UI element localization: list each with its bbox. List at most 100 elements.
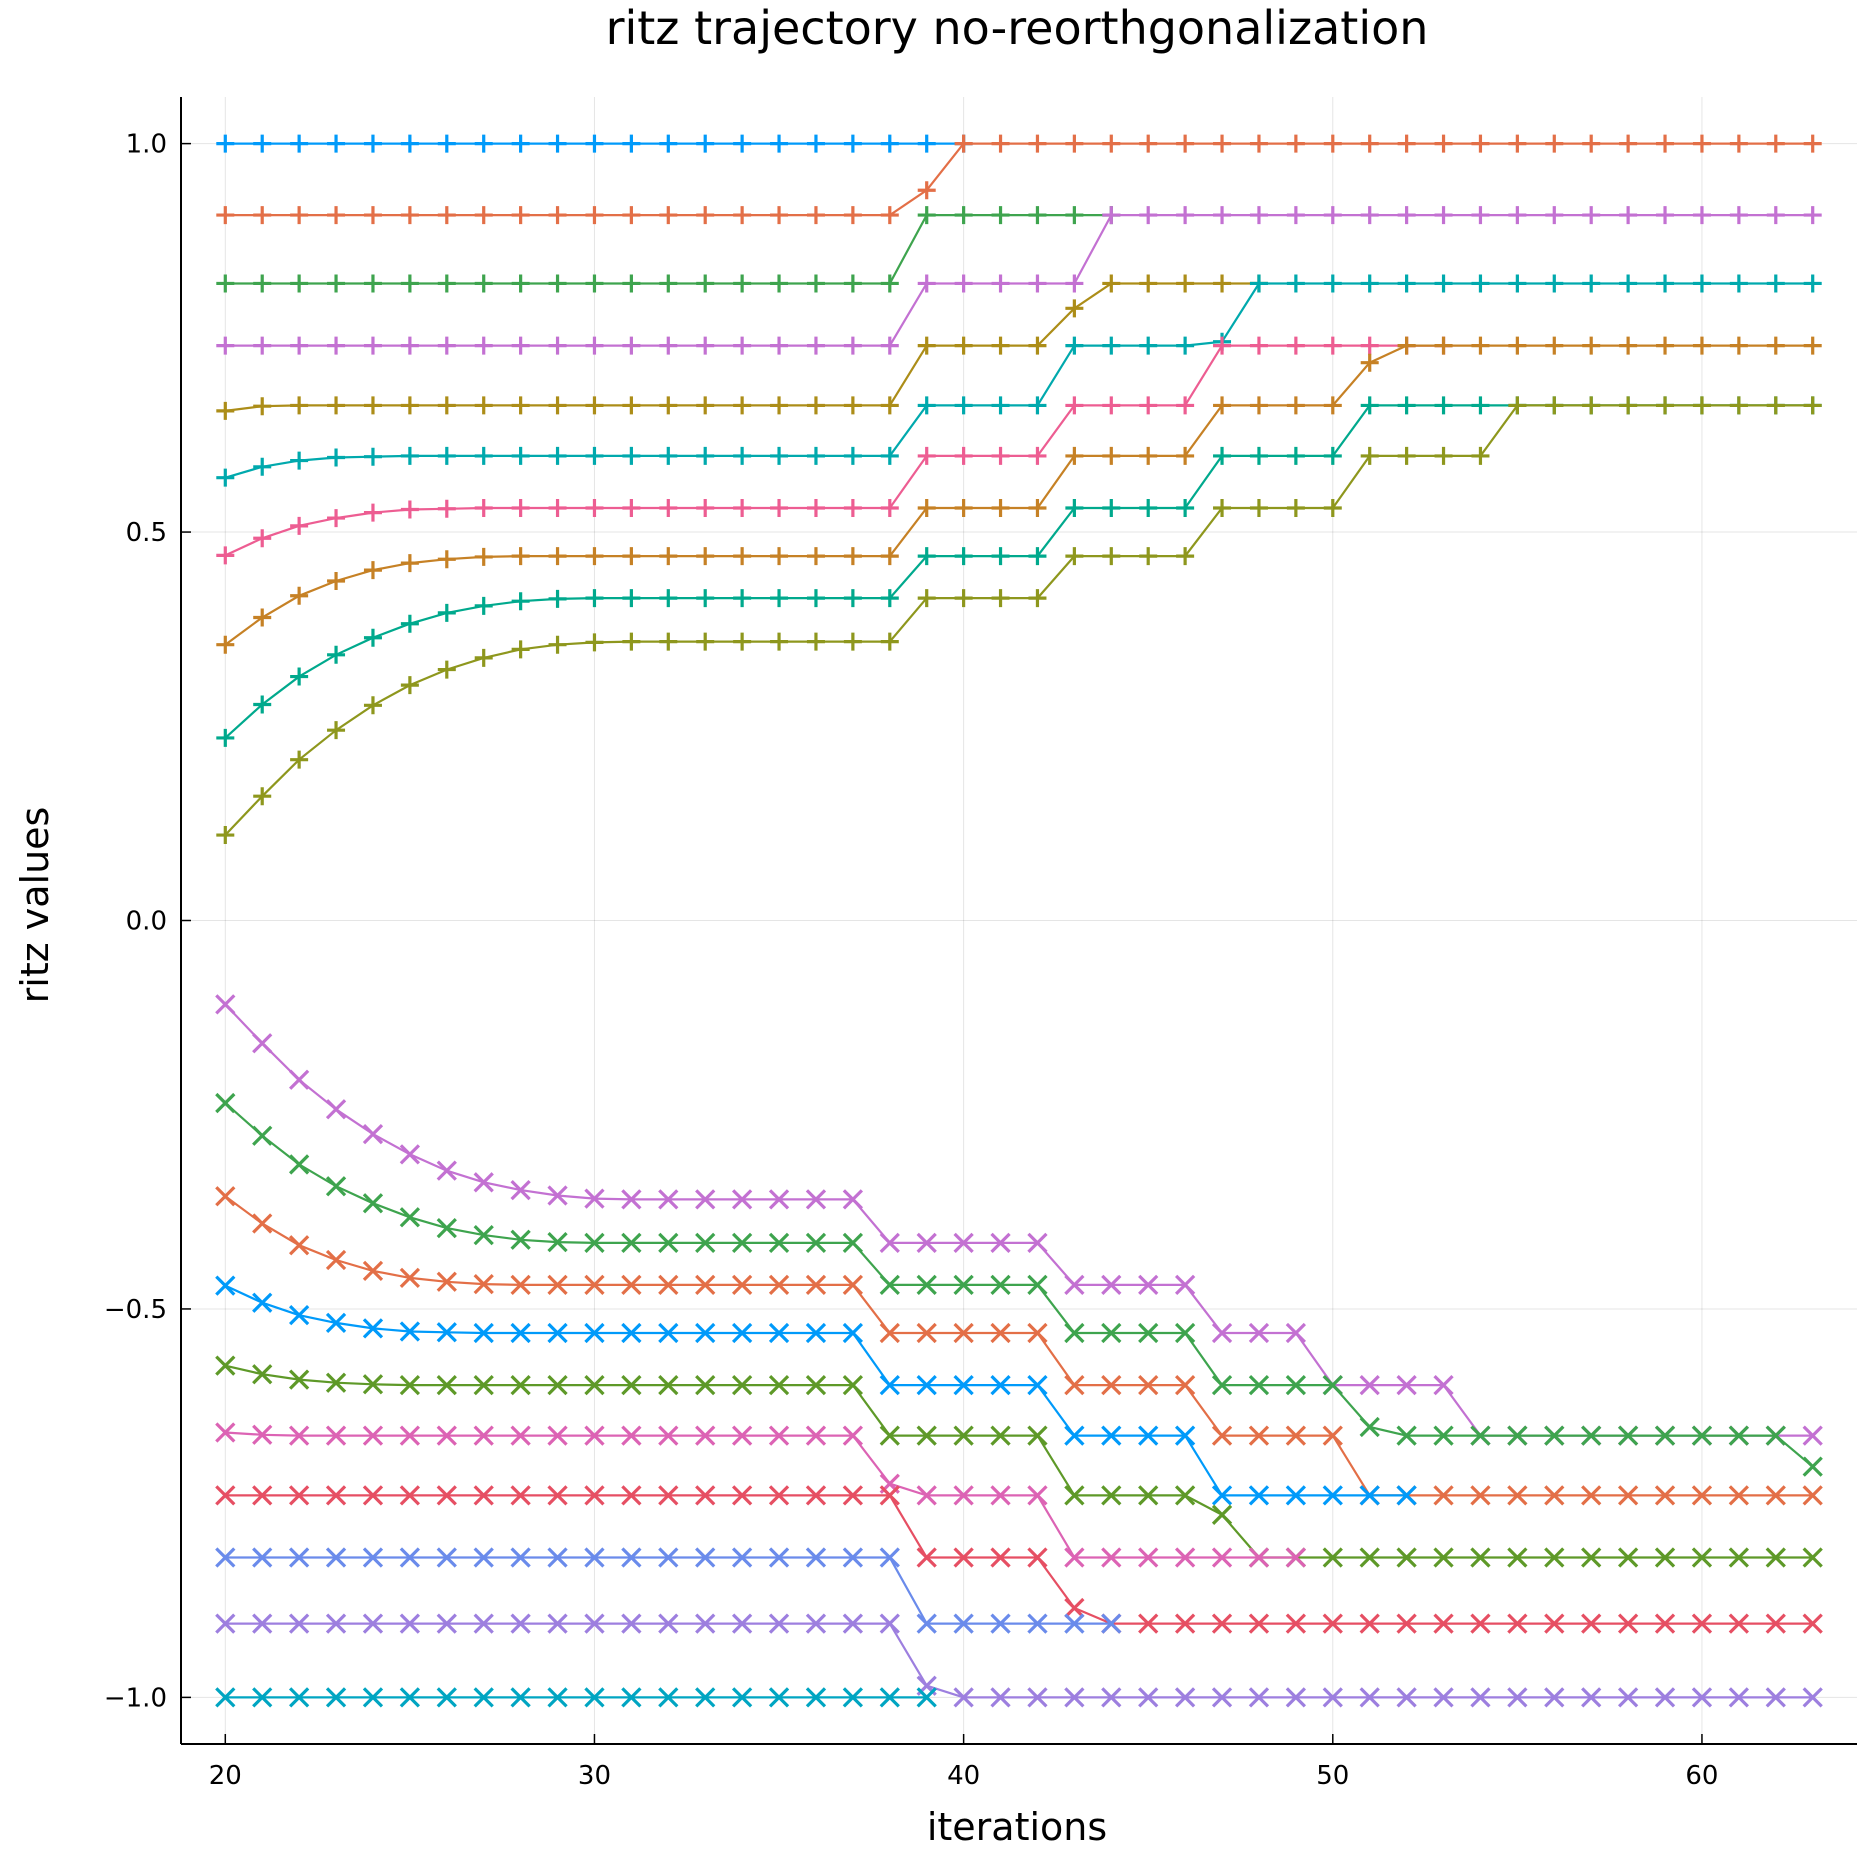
series-10-point — [1619, 396, 1638, 415]
series-18-point — [399, 1547, 421, 1568]
series-12-point — [1359, 1416, 1380, 1438]
series-13-point — [1654, 1485, 1676, 1506]
series-7-point — [400, 500, 419, 519]
series-12-point — [325, 1176, 347, 1197]
series-16-point — [953, 1485, 974, 1506]
series-4-point — [1176, 206, 1195, 225]
series-15-point — [1470, 1547, 1491, 1568]
series-15-point — [252, 1364, 273, 1385]
series-16-point — [1248, 1547, 1270, 1568]
series-17-point — [842, 1485, 864, 1506]
series-15-point — [990, 1425, 1011, 1446]
series-6-point — [511, 446, 530, 465]
series-4-point — [1582, 206, 1601, 225]
series-2-point — [1323, 134, 1342, 153]
series-10-point — [622, 632, 641, 651]
series-9-point — [216, 728, 235, 747]
series-8-point — [437, 550, 456, 569]
series-12-point — [1211, 1374, 1233, 1396]
series-2-point — [622, 206, 641, 225]
series-5-point — [1139, 274, 1158, 293]
series-1 — [216, 134, 973, 153]
series-13-point — [1728, 1485, 1750, 1506]
series-8-point — [585, 547, 604, 566]
series-2-point — [1360, 134, 1379, 153]
series-2-point — [437, 206, 456, 225]
series-15-point — [1174, 1485, 1196, 1506]
series-17-point — [1691, 1613, 1713, 1634]
series-19 — [215, 1613, 1823, 1708]
series-9-point — [548, 589, 567, 608]
series-20-point — [547, 1687, 568, 1708]
series-4-point — [1397, 206, 1416, 225]
series-2-point — [843, 206, 862, 225]
series-6-point — [770, 446, 789, 465]
series-2-point — [1176, 134, 1195, 153]
series-20-point — [805, 1687, 827, 1708]
series-6-point — [1102, 336, 1121, 355]
series-9-point — [991, 547, 1010, 566]
series-15-point — [1138, 1485, 1159, 1506]
series-19-point — [252, 1613, 273, 1634]
series-19-point — [1433, 1687, 1454, 1708]
series-7-point — [1323, 336, 1342, 355]
series-11-point — [1359, 1374, 1380, 1396]
series-7-point — [659, 498, 678, 517]
series-15-point — [1654, 1547, 1676, 1568]
series-12-point — [584, 1232, 605, 1254]
series-6-point — [216, 468, 235, 487]
series-13-point — [916, 1322, 937, 1344]
series-17-point — [1728, 1613, 1750, 1634]
series-11-point — [658, 1189, 679, 1210]
series-6-point — [1028, 396, 1047, 415]
series-4-point — [1508, 206, 1527, 225]
series-18-point — [436, 1547, 457, 1568]
series-11-point — [399, 1144, 421, 1165]
series-11-point — [473, 1172, 494, 1193]
series-11-point — [916, 1232, 937, 1254]
series-10-point — [954, 589, 973, 608]
series-2-point — [511, 206, 530, 225]
series-4-point — [659, 336, 678, 355]
series-19-point — [1138, 1687, 1159, 1708]
series-11-point — [879, 1232, 900, 1254]
series-10-point — [991, 589, 1010, 608]
series-18 — [215, 1547, 1122, 1634]
series-17 — [215, 1485, 1823, 1634]
axes: 20 30 40 50 60 −1.0 −0.5 0.0 0.5 1.0 — [104, 97, 1857, 1791]
series-14 — [215, 1275, 1417, 1506]
series-15-point — [547, 1374, 568, 1396]
series-4-point — [1729, 206, 1748, 225]
series-1-point — [880, 134, 899, 153]
series-4-point — [843, 336, 862, 355]
series-7-point — [991, 446, 1010, 465]
series-7-point — [770, 498, 789, 517]
series-12-point — [1101, 1322, 1122, 1344]
series-19-point — [1174, 1687, 1196, 1708]
series-14-point — [842, 1322, 864, 1344]
series-5-point — [880, 396, 899, 415]
series-10-point — [548, 635, 567, 654]
series-8-point — [622, 547, 641, 566]
series-1-point — [770, 134, 789, 153]
series-19-point — [473, 1613, 494, 1634]
series-9-point — [253, 695, 272, 714]
series-11-point — [584, 1188, 605, 1209]
series-12-point — [1728, 1425, 1750, 1446]
series-3-point — [622, 274, 641, 293]
series-8-point — [1360, 353, 1379, 372]
series-5-point — [1213, 274, 1232, 293]
series-5-point — [474, 396, 493, 415]
series-8-line — [224, 344, 1813, 646]
series-2-point — [659, 206, 678, 225]
series-16-point — [1174, 1547, 1196, 1568]
series-10-point — [696, 632, 715, 651]
series-19-point — [1470, 1687, 1491, 1708]
series-15-point — [953, 1425, 974, 1446]
series-17-point — [510, 1485, 531, 1506]
series-6-point — [1803, 274, 1822, 293]
series-18-point — [621, 1547, 642, 1568]
series-9-point — [290, 667, 309, 686]
series-1-point — [474, 134, 493, 153]
series-2-point — [880, 206, 899, 225]
